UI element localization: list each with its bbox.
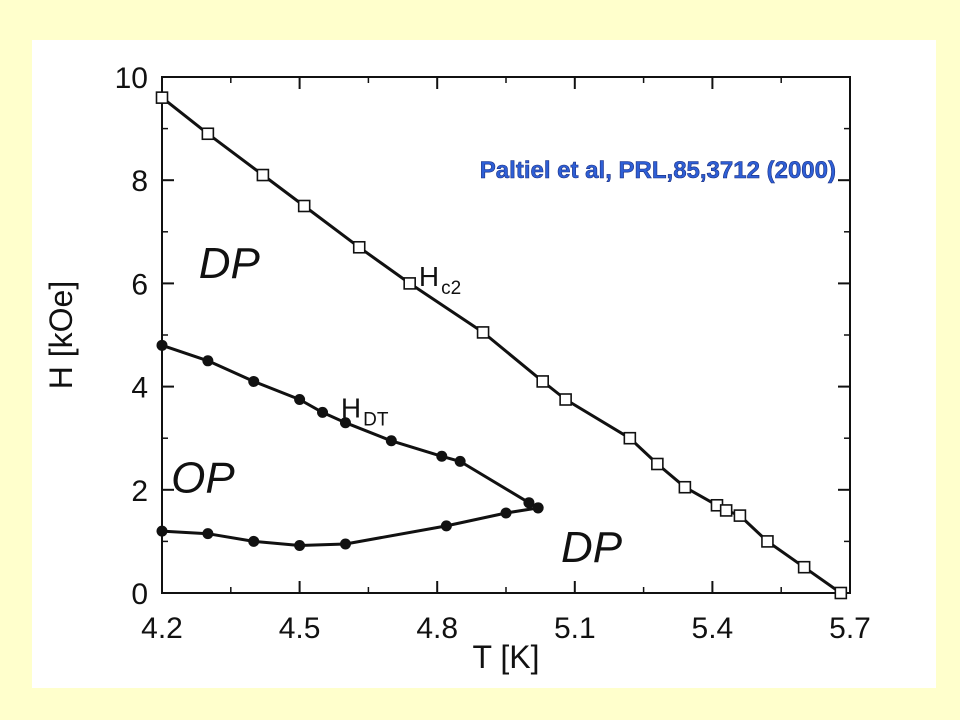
y-axis-label: H [kOe] xyxy=(43,281,79,389)
hdt-point xyxy=(339,538,351,550)
hc2-point xyxy=(797,560,811,574)
hc2-point xyxy=(623,431,637,445)
hdt-label-sub: DT xyxy=(363,410,389,431)
hdt-point xyxy=(500,507,512,519)
hc2-point xyxy=(155,91,169,104)
tick-labels: 4.2 4.5 4.8 5.1 5.4 5.7 0 2 4 6 8 10 xyxy=(115,62,871,645)
data-markers xyxy=(155,91,848,600)
hdt-label: H DT xyxy=(341,393,389,431)
y-tick-label: 2 xyxy=(131,475,148,508)
hc2-point xyxy=(761,535,774,548)
hdt-point xyxy=(248,375,260,387)
x-tick-label: 4.5 xyxy=(279,612,321,645)
hdt-point xyxy=(294,540,306,552)
region-label-dp-lower: DP xyxy=(561,523,623,572)
hdt-point xyxy=(523,497,535,509)
hc2-point xyxy=(678,480,692,494)
hdt-point xyxy=(294,394,306,405)
hdt-point xyxy=(156,525,168,537)
y-tick-label: 6 xyxy=(131,268,148,301)
hc2-point xyxy=(201,127,215,141)
x-tick-label: 5.4 xyxy=(692,612,734,645)
x-tick-label: 5.7 xyxy=(829,612,871,645)
hc2-point xyxy=(559,393,572,406)
region-label-op: OP xyxy=(171,453,235,502)
hc2-label-main: H xyxy=(419,261,439,292)
hc2-label-sub: c2 xyxy=(441,278,461,299)
hdt-point xyxy=(436,450,448,462)
hdt-point xyxy=(385,435,397,447)
hc2-point xyxy=(352,240,366,254)
hc2-point xyxy=(476,326,490,339)
citation-label: Paltiel et al, PRL,85,3712 (2000) xyxy=(480,157,836,184)
hc2-point xyxy=(297,199,311,213)
hc2-point xyxy=(719,504,733,517)
hc2-point xyxy=(834,586,848,600)
hdt-point xyxy=(532,502,544,514)
hdt-point xyxy=(202,355,214,367)
series-line-2 xyxy=(161,506,539,547)
hc2-point xyxy=(536,375,549,388)
y-tick-label: 10 xyxy=(115,62,148,95)
y-tick-label: 0 xyxy=(131,578,148,611)
hdt-point xyxy=(248,535,260,547)
x-tick-label: 4.2 xyxy=(141,612,183,645)
y-tick-label: 8 xyxy=(131,165,148,198)
hc2-point xyxy=(733,509,747,522)
hc2-point xyxy=(403,277,416,290)
x-tick-label: 5.1 xyxy=(554,612,596,645)
chart-labels: T [K] H [kOe] Paltiel et al, PRL,85,3712… xyxy=(43,157,836,675)
hdt-point xyxy=(317,406,329,418)
hc2-point xyxy=(651,457,664,471)
axis-ticks xyxy=(161,76,851,594)
hdt-point xyxy=(339,417,351,429)
hdt-point xyxy=(440,520,452,532)
chart-panel xyxy=(32,40,936,688)
hc2-point xyxy=(256,168,270,182)
region-label-dp-upper: DP xyxy=(199,239,261,288)
hdt-point xyxy=(454,455,466,467)
hdt-label-main: H xyxy=(341,393,361,424)
hdt-point xyxy=(202,528,214,540)
x-tick-label: 4.8 xyxy=(416,612,458,645)
x-axis-label: T [K] xyxy=(473,639,540,675)
y-tick-label: 4 xyxy=(131,372,148,405)
hdt-point xyxy=(156,339,168,351)
